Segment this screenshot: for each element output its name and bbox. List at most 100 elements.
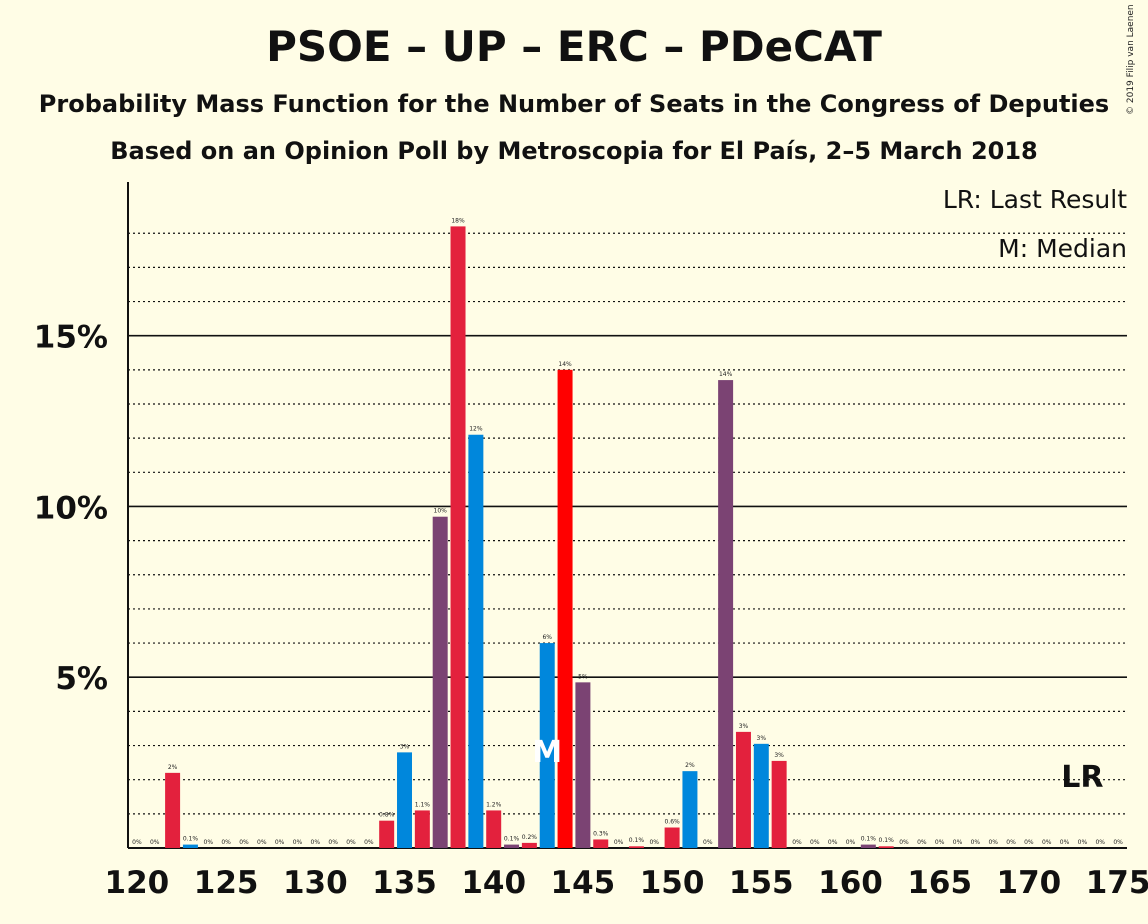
bar-value-label: 0% (150, 839, 160, 846)
axes (127, 182, 1127, 849)
bar-value-label: 0% (703, 839, 713, 846)
bar-value-label: 0% (935, 839, 945, 846)
y-tick-label: 10% (34, 490, 108, 526)
bar-value-label: 14% (719, 371, 733, 378)
bar-value-label: 0.1% (504, 836, 520, 843)
bar-value-label: 0% (275, 839, 285, 846)
bar-value-label: 0% (971, 839, 981, 846)
bar-value-label: 0% (1006, 839, 1016, 846)
seat-bar (379, 820, 395, 848)
bar-value-label: 0% (346, 839, 356, 846)
bar-value-label: 0% (239, 839, 249, 846)
bar-value-label: 0% (1095, 839, 1105, 846)
bar-value-label: 0.1% (861, 836, 877, 843)
bar-value-label: 0% (132, 839, 142, 846)
seat-bar (735, 731, 751, 848)
seat-bar (878, 846, 894, 848)
bar-value-label: 3% (757, 735, 767, 742)
bar-value-label: 0.1% (629, 837, 645, 844)
seat-bar (860, 844, 876, 848)
seat-bar (718, 380, 734, 848)
seat-bar (450, 226, 466, 848)
bar-value-label: 0% (328, 839, 338, 846)
bar-value-label: 1.2% (486, 801, 502, 808)
bar-value-label: 0% (293, 839, 303, 846)
tick-labels: 5% 10% 15% 120 125 130 135 140 145 150 155 160 165 17… (34, 320, 1148, 901)
x-tick-label: 145 (551, 865, 616, 901)
bar-value-label: 0% (953, 839, 963, 846)
bar-value-label: 2% (168, 764, 178, 771)
seat-bar (504, 844, 520, 848)
legend-median: M: Median (998, 234, 1127, 263)
seat-bar (414, 810, 430, 848)
bar-value-label: 0% (257, 839, 267, 846)
bar-value-label: 0.1% (183, 836, 199, 843)
bar-value-label: 0% (614, 839, 624, 846)
bar-value-label: 10% (434, 508, 448, 515)
bar-value-label: 0.3% (593, 830, 609, 837)
seat-bar (682, 771, 698, 848)
bar-value-label: 6% (542, 634, 552, 641)
legend-last-result: LR: Last Result (943, 185, 1127, 214)
bar-value-label: 0% (917, 839, 927, 846)
bar-value-label: 0% (1113, 839, 1123, 846)
bar-value-label: 3% (774, 752, 784, 759)
bar-value-label: 18% (451, 217, 465, 224)
bar-labels: 0% 0% 2% 0.1% 0% 0% 0% 0% 0% 0% 0% 0% 0% 0% 0.8% 3% 1.1%… (132, 217, 1123, 846)
chart-title: PSOE – UP – ERC – PDeCAT (266, 22, 882, 71)
bar-value-label: 0% (311, 839, 321, 846)
bar-value-label: 0% (828, 839, 838, 846)
last-result-marker: LR (1061, 760, 1103, 795)
bars (165, 226, 894, 848)
seat-bar (486, 810, 502, 848)
gridlines (128, 232, 1127, 815)
bar-value-label: 14% (558, 361, 572, 368)
bar-value-label: 0% (899, 839, 909, 846)
bar-value-label: 0.1% (879, 837, 895, 844)
bar-value-label: 1.1% (415, 801, 431, 808)
bar-value-label: 0% (1060, 839, 1070, 846)
bar-value-label: 0% (1042, 839, 1052, 846)
seat-bar (628, 846, 644, 848)
bar-value-label: 0.6% (664, 819, 680, 826)
seat-bar (557, 369, 573, 848)
x-tick-label: 120 (105, 865, 170, 901)
seat-bar (575, 682, 591, 848)
bar-value-label: 0.2% (522, 834, 538, 841)
bar-value-label: 0% (364, 839, 374, 846)
bar-value-label: 0% (649, 839, 659, 846)
bar-value-label: 0% (1024, 839, 1034, 846)
bar-value-label: 0% (846, 839, 856, 846)
seat-bar (771, 760, 787, 848)
x-tick-label: 135 (372, 865, 437, 901)
x-tick-label: 125 (194, 865, 259, 901)
x-tick-label: 130 (283, 865, 348, 901)
seat-bar (397, 752, 413, 848)
bar-value-label: 0% (988, 839, 998, 846)
x-tick-label: 165 (907, 865, 972, 901)
x-tick-label: 140 (461, 865, 526, 901)
seat-bar (664, 827, 680, 848)
seat-bar (539, 643, 555, 848)
seat-bar (182, 844, 198, 848)
seat-bar (432, 516, 448, 848)
bar-value-label: 5% (578, 673, 588, 680)
x-tick-label: 155 (729, 865, 794, 901)
chart-subtitle: Probability Mass Function for the Number… (38, 90, 1110, 118)
x-tick-label: 150 (640, 865, 705, 901)
seat-bar (165, 772, 181, 848)
bar-value-label: 2% (685, 762, 695, 769)
bar-value-label: 0% (1078, 839, 1088, 846)
bar-value-label: 0.8% (379, 812, 395, 819)
x-tick-label: 170 (997, 865, 1062, 901)
bar-value-label: 0% (792, 839, 802, 846)
bar-value-label: 0% (221, 839, 231, 846)
x-tick-label: 160 (818, 865, 883, 901)
seat-bar (521, 842, 537, 848)
y-tick-label: 5% (55, 661, 108, 697)
seat-bar (753, 743, 769, 848)
median-marker: M (532, 735, 562, 770)
bar-value-label: 3% (739, 723, 749, 730)
bar-value-label: 0% (204, 839, 214, 846)
